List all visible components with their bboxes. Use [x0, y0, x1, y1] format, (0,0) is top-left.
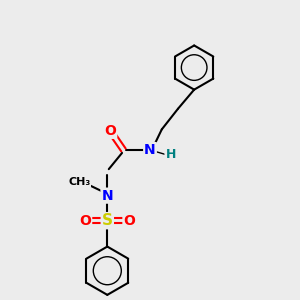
Text: O: O [104, 124, 116, 138]
Text: N: N [144, 143, 156, 157]
Text: H: H [165, 148, 176, 161]
Text: S: S [102, 213, 113, 228]
Text: CH₃: CH₃ [68, 177, 91, 188]
Text: O: O [79, 214, 91, 228]
Text: O: O [124, 214, 135, 228]
Text: N: N [101, 189, 113, 202]
